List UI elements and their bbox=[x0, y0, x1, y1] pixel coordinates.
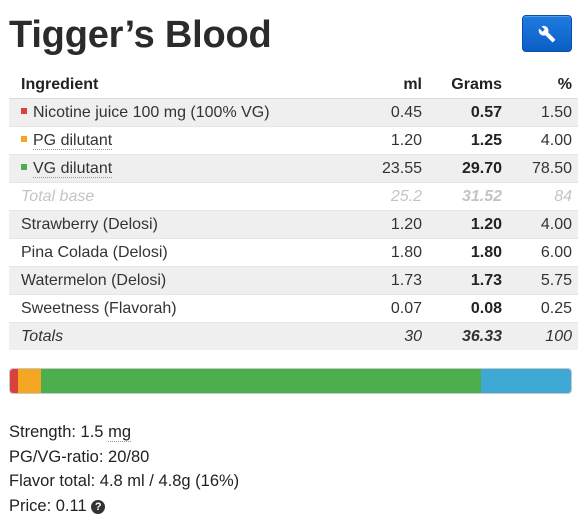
ingredient-name: Watermelon (Delosi) bbox=[9, 267, 346, 295]
composition-segment-pg bbox=[18, 369, 40, 393]
price-line: Price: 0.11 ? bbox=[9, 494, 239, 518]
table-row-flavor: Pina Colada (Delosi) 1.80 1.80 6.00 bbox=[9, 239, 578, 267]
ingredient-name[interactable]: VG dilutant bbox=[33, 160, 112, 178]
grams-value: 0.08 bbox=[428, 295, 508, 323]
percent-value: 100 bbox=[508, 323, 578, 351]
strength-text: Strength: 1.5 bbox=[9, 423, 108, 441]
grams-value: 1.20 bbox=[428, 211, 508, 239]
composition-segment-flavor bbox=[481, 369, 571, 393]
ingredient-name: Pina Colada (Delosi) bbox=[9, 239, 346, 267]
composition-segment-nicotine bbox=[10, 369, 18, 393]
grams-value: 29.70 bbox=[428, 155, 508, 183]
table-row-flavor: Watermelon (Delosi) 1.73 1.73 5.75 bbox=[9, 267, 578, 295]
composition-bar bbox=[9, 368, 572, 394]
header-grams: Grams bbox=[428, 72, 508, 99]
table-row-pg-dilutant: PG dilutant 1.20 1.25 4.00 bbox=[9, 127, 578, 155]
table-row-flavor: Sweetness (Flavorah) 0.07 0.08 0.25 bbox=[9, 295, 578, 323]
settings-wrench-button[interactable] bbox=[522, 15, 572, 52]
ml-value: 1.73 bbox=[346, 267, 428, 295]
price-text: Price: 0.11 bbox=[9, 497, 87, 515]
ml-value: 1.80 bbox=[346, 239, 428, 267]
table-row-flavor: Strawberry (Delosi) 1.20 1.20 4.00 bbox=[9, 211, 578, 239]
grams-value: 1.73 bbox=[428, 267, 508, 295]
percent-value: 1.50 bbox=[508, 99, 578, 127]
grams-value: 31.52 bbox=[428, 183, 508, 211]
ml-value: 1.20 bbox=[346, 211, 428, 239]
ingredient-name: Sweetness (Flavorah) bbox=[9, 295, 346, 323]
table-row-vg-dilutant: VG dilutant 23.55 29.70 78.50 bbox=[9, 155, 578, 183]
ml-value: 25.2 bbox=[346, 183, 428, 211]
strength-line: Strength: 1.5 mg bbox=[9, 420, 239, 445]
recipe-title: Tigger’s Blood bbox=[9, 14, 272, 57]
table-row-nicotine: Nicotine juice 100 mg (100% VG) 0.45 0.5… bbox=[9, 99, 578, 127]
table-row-totals: Totals 30 36.33 100 bbox=[9, 323, 578, 351]
ml-value: 30 bbox=[346, 323, 428, 351]
recipe-table: Ingredient ml Grams % Nicotine juice 100… bbox=[9, 72, 578, 350]
header-percent: % bbox=[508, 72, 578, 99]
grams-value: 36.33 bbox=[428, 323, 508, 351]
ml-value: 0.45 bbox=[346, 99, 428, 127]
ml-value: 1.20 bbox=[346, 127, 428, 155]
wrench-icon bbox=[538, 25, 556, 43]
ingredient-name: Strawberry (Delosi) bbox=[9, 211, 346, 239]
composition-segment-vg bbox=[41, 369, 481, 393]
nicotine-swatch-icon bbox=[21, 108, 27, 114]
ml-value: 0.07 bbox=[346, 295, 428, 323]
percent-value: 0.25 bbox=[508, 295, 578, 323]
grams-value: 0.57 bbox=[428, 99, 508, 127]
percent-value: 5.75 bbox=[508, 267, 578, 295]
percent-value: 4.00 bbox=[508, 127, 578, 155]
header-ingredient: Ingredient bbox=[9, 72, 346, 99]
percent-value: 4.00 bbox=[508, 211, 578, 239]
pg-swatch-icon bbox=[21, 136, 27, 142]
totals-label: Totals bbox=[9, 323, 346, 351]
total-base-label: Total base bbox=[9, 183, 346, 211]
strength-unit[interactable]: mg bbox=[108, 423, 131, 442]
flavor-total-line: Flavor total: 4.8 ml / 4.8g (16%) bbox=[9, 469, 239, 494]
grams-value: 1.80 bbox=[428, 239, 508, 267]
ingredient-name[interactable]: PG dilutant bbox=[33, 132, 112, 150]
table-header-row: Ingredient ml Grams % bbox=[9, 72, 578, 99]
table-row-total-base: Total base 25.2 31.52 84 bbox=[9, 183, 578, 211]
percent-value: 78.50 bbox=[508, 155, 578, 183]
ml-value: 23.55 bbox=[346, 155, 428, 183]
percent-value: 84 bbox=[508, 183, 578, 211]
header-ml: ml bbox=[346, 72, 428, 99]
recipe-stats: Strength: 1.5 mg PG/VG-ratio: 20/80 Flav… bbox=[9, 420, 239, 518]
pgvg-ratio-line: PG/VG-ratio: 20/80 bbox=[9, 445, 239, 470]
info-icon[interactable]: ? bbox=[91, 500, 105, 514]
percent-value: 6.00 bbox=[508, 239, 578, 267]
grams-value: 1.25 bbox=[428, 127, 508, 155]
vg-swatch-icon bbox=[21, 164, 27, 170]
ingredient-name: Nicotine juice 100 mg (100% VG) bbox=[33, 104, 270, 121]
